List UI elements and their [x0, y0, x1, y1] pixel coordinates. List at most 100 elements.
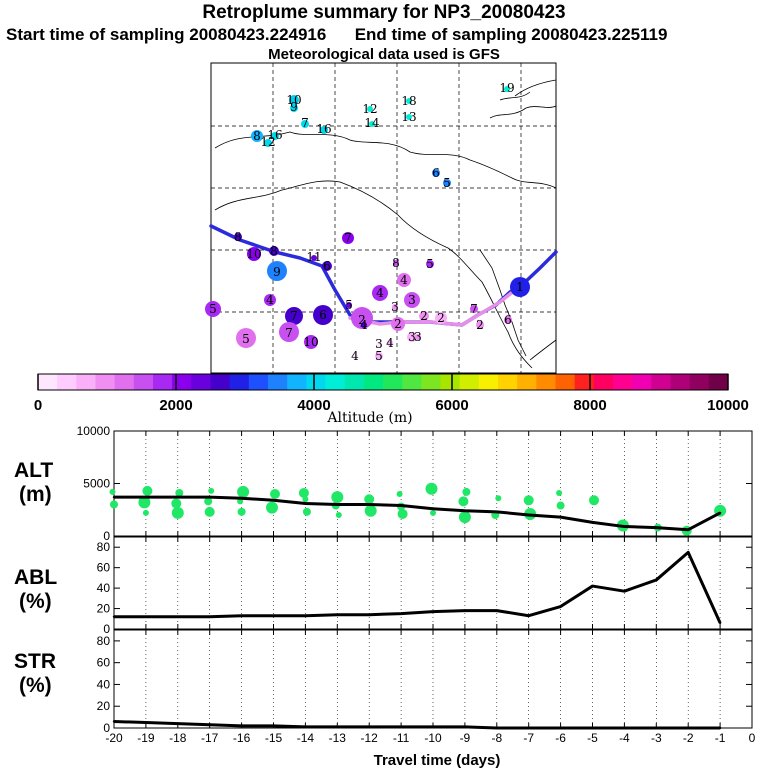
y-tick-label: 0 — [103, 622, 110, 636]
map-marker — [432, 169, 440, 177]
series-point — [144, 615, 148, 618]
x-tick-label: -7 — [523, 731, 534, 745]
series-point — [208, 723, 211, 726]
series-point — [591, 584, 594, 588]
abl-unit-label: (%) — [19, 590, 52, 613]
map-marker-label: 19 — [499, 81, 514, 95]
map-marker-label: 6 — [504, 313, 512, 327]
y-tick-label: 40 — [97, 677, 111, 691]
abl-panel: 0 20 40 60 80 — [97, 536, 753, 636]
map-marker — [392, 304, 398, 310]
map-marker-label: 2 — [437, 311, 445, 325]
map-marker — [234, 233, 242, 241]
series-point — [463, 725, 467, 729]
series-point — [272, 499, 275, 502]
series-point — [112, 615, 116, 618]
colorbar-swatch — [708, 374, 729, 390]
map-marker-label: 7 — [285, 326, 293, 340]
series-point — [240, 724, 243, 728]
map-marker-label: 10 — [246, 247, 261, 261]
map-marker-label: 6 — [432, 166, 440, 180]
colorbar-title: Altitude (m) — [326, 410, 412, 426]
series-point — [687, 726, 690, 730]
x-tick-label: -15 — [265, 731, 283, 745]
map-marker — [346, 302, 352, 308]
x-tick-label: -5 — [587, 731, 598, 745]
colorbar-swatch — [306, 374, 326, 390]
map-marker-label: 8 — [270, 244, 278, 258]
series-point — [304, 502, 307, 505]
map-marker-label: 7 — [290, 309, 298, 323]
alt-unit-label: (m) — [19, 483, 52, 506]
map-marker-label: 5 — [443, 176, 451, 190]
map-marker-label: 10 — [286, 93, 301, 107]
series-point — [240, 614, 243, 617]
scatter-point — [589, 495, 599, 506]
sampling-times: Start time of sampling 20080423.224916 E… — [6, 25, 667, 45]
series-point — [399, 725, 403, 729]
colorbar-swatch — [95, 374, 116, 390]
scatter-point — [204, 497, 213, 506]
map-marker-label: 7 — [470, 302, 478, 316]
map-marker-label: 3 — [391, 300, 399, 314]
map-marker-label: 6 — [319, 308, 327, 322]
scatter-point — [364, 494, 375, 505]
series-point — [112, 720, 116, 723]
colorbar-swatch — [593, 374, 614, 390]
series-point — [495, 609, 498, 612]
map-marker — [470, 305, 478, 313]
scatter-point — [204, 506, 215, 517]
scatter-point — [430, 509, 436, 516]
colorbar-swatch — [536, 374, 556, 390]
map-marker-label: 1 — [516, 280, 524, 294]
scatter-point — [109, 488, 116, 495]
colorbar-swatch — [268, 374, 288, 390]
scatter-point — [138, 496, 151, 509]
map-marker-label: 13 — [401, 110, 416, 124]
map-marker — [247, 247, 261, 261]
series-point — [144, 495, 148, 499]
colorbar-swatch — [383, 374, 403, 390]
series-point — [623, 726, 626, 730]
colorbar-swatch — [76, 374, 96, 390]
series-point — [368, 613, 371, 616]
colorbar-swatch — [440, 374, 461, 390]
colorbar-swatch — [133, 374, 154, 390]
series-point — [431, 507, 435, 510]
x-tick-label: -6 — [555, 731, 566, 745]
scatter-point — [237, 507, 246, 516]
map-marker-label: 4 — [266, 293, 274, 307]
series-line — [114, 550, 722, 624]
scatter-point — [302, 507, 311, 516]
map-marker — [271, 132, 279, 140]
coastlines — [214, 79, 557, 369]
colorbar-swatch — [517, 374, 537, 390]
map-marker — [320, 126, 328, 134]
colorbar-swatch — [363, 374, 384, 390]
x-tick-label: -16 — [233, 731, 251, 745]
map-marker — [311, 255, 317, 261]
series-point — [718, 726, 722, 730]
series-point — [463, 609, 467, 612]
series-point — [144, 721, 148, 724]
series-point — [495, 726, 498, 730]
series-point — [559, 515, 562, 519]
y-tick-label: 5000 — [83, 477, 110, 491]
colorbar-swatch — [421, 374, 441, 390]
map-marker — [375, 352, 383, 360]
map-marker-label: 8 — [253, 129, 261, 143]
series-point — [527, 614, 530, 617]
map-marker-label: 3 — [414, 330, 422, 344]
map-marker — [264, 139, 272, 147]
map-marker — [205, 301, 221, 317]
series-point — [240, 497, 243, 500]
series-line — [114, 495, 721, 532]
colorbar-swatch — [210, 374, 231, 390]
map-marker — [361, 322, 367, 328]
colorbar-swatch — [459, 374, 480, 390]
map-marker — [376, 342, 382, 348]
colorbar-tick-label: 10000 — [707, 397, 749, 414]
map-marker — [369, 121, 375, 127]
map-marker — [269, 246, 279, 256]
series-point — [368, 725, 371, 729]
